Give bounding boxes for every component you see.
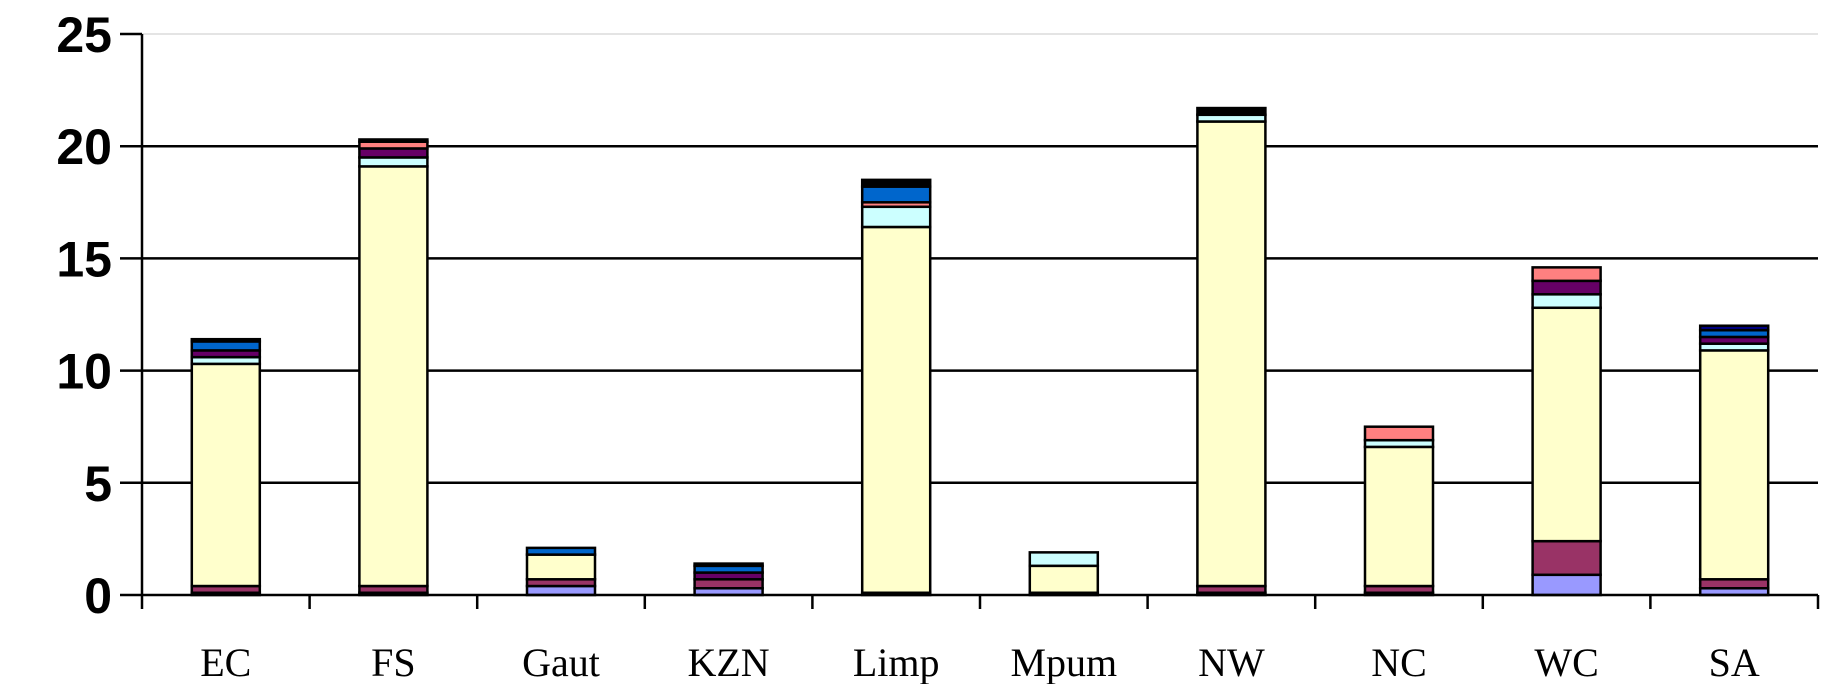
x-tick-label: KZN <box>687 640 769 684</box>
bar-segment <box>525 546 597 556</box>
bar-segment <box>1028 551 1100 568</box>
x-tick-label: WC <box>1534 640 1598 684</box>
bar-stack-sa <box>1698 324 1770 597</box>
bar-segment <box>190 337 262 343</box>
bar-segment <box>358 147 429 159</box>
bar-stack-fs <box>358 138 429 597</box>
x-tick-label: FS <box>371 640 416 684</box>
bar-segment <box>693 578 764 590</box>
bar-segment <box>1196 120 1267 588</box>
bar-stack-ec <box>190 337 262 597</box>
y-tick-label: 20 <box>56 119 112 175</box>
bar-segment <box>1531 266 1602 283</box>
x-tick-label: SA <box>1709 640 1760 684</box>
bar-segment <box>1698 324 1770 332</box>
bar-segment <box>1531 279 1602 296</box>
bar-stack-nw <box>1196 106 1267 597</box>
bar-segment <box>358 138 429 143</box>
bar-segment <box>860 178 932 188</box>
x-tick-label: NW <box>1198 640 1265 684</box>
bar-segment <box>860 185 932 204</box>
bar-segment <box>1363 425 1435 442</box>
bar-segment <box>525 553 597 581</box>
bar-segment <box>1698 578 1770 590</box>
bar-stack-mpum <box>1028 551 1100 597</box>
bar-segment <box>190 362 262 588</box>
bar-segment <box>525 584 597 597</box>
x-tick-label: NC <box>1371 640 1427 684</box>
y-tick-label: 5 <box>84 456 112 512</box>
y-tick-label: 0 <box>84 568 112 624</box>
bar-segment <box>1363 445 1435 588</box>
bar-segment <box>1698 349 1770 581</box>
bar-segment <box>1531 293 1602 310</box>
bar-stack-gaut <box>525 546 597 597</box>
x-tick-labels: EC FS Gaut KZN Limp Mpum NW NC WC SA <box>200 640 1760 684</box>
bar-stack-nc <box>1363 425 1435 597</box>
bar-segment <box>358 156 429 168</box>
x-tick-label: Mpum <box>1010 640 1117 684</box>
bar-segment <box>358 165 429 588</box>
y-tick-label: 15 <box>56 231 112 287</box>
bar-stack-limp <box>860 178 932 597</box>
bar-segment <box>860 205 932 229</box>
x-tick-label: Gaut <box>522 640 600 684</box>
y-tick-label: 25 <box>56 7 112 63</box>
bar-segment <box>1196 106 1267 117</box>
y-tick-label: 10 <box>56 344 112 400</box>
y-tick-labels: 0 5 10 15 20 25 <box>56 7 112 624</box>
bar-segment <box>1531 306 1602 543</box>
bar-segment <box>693 562 764 568</box>
x-tick-label: EC <box>200 640 251 684</box>
bar-segment <box>1028 564 1100 595</box>
bar-stack-wc <box>1531 266 1602 597</box>
bar-stacks <box>190 106 1770 597</box>
axes <box>120 32 1820 609</box>
x-tick-label: Limp <box>853 640 940 684</box>
bar-stack-kzn <box>693 562 764 597</box>
bar-segment <box>1531 539 1602 577</box>
bar-segment <box>1531 573 1602 597</box>
bar-segment <box>860 225 932 595</box>
bar-segment <box>190 340 262 352</box>
